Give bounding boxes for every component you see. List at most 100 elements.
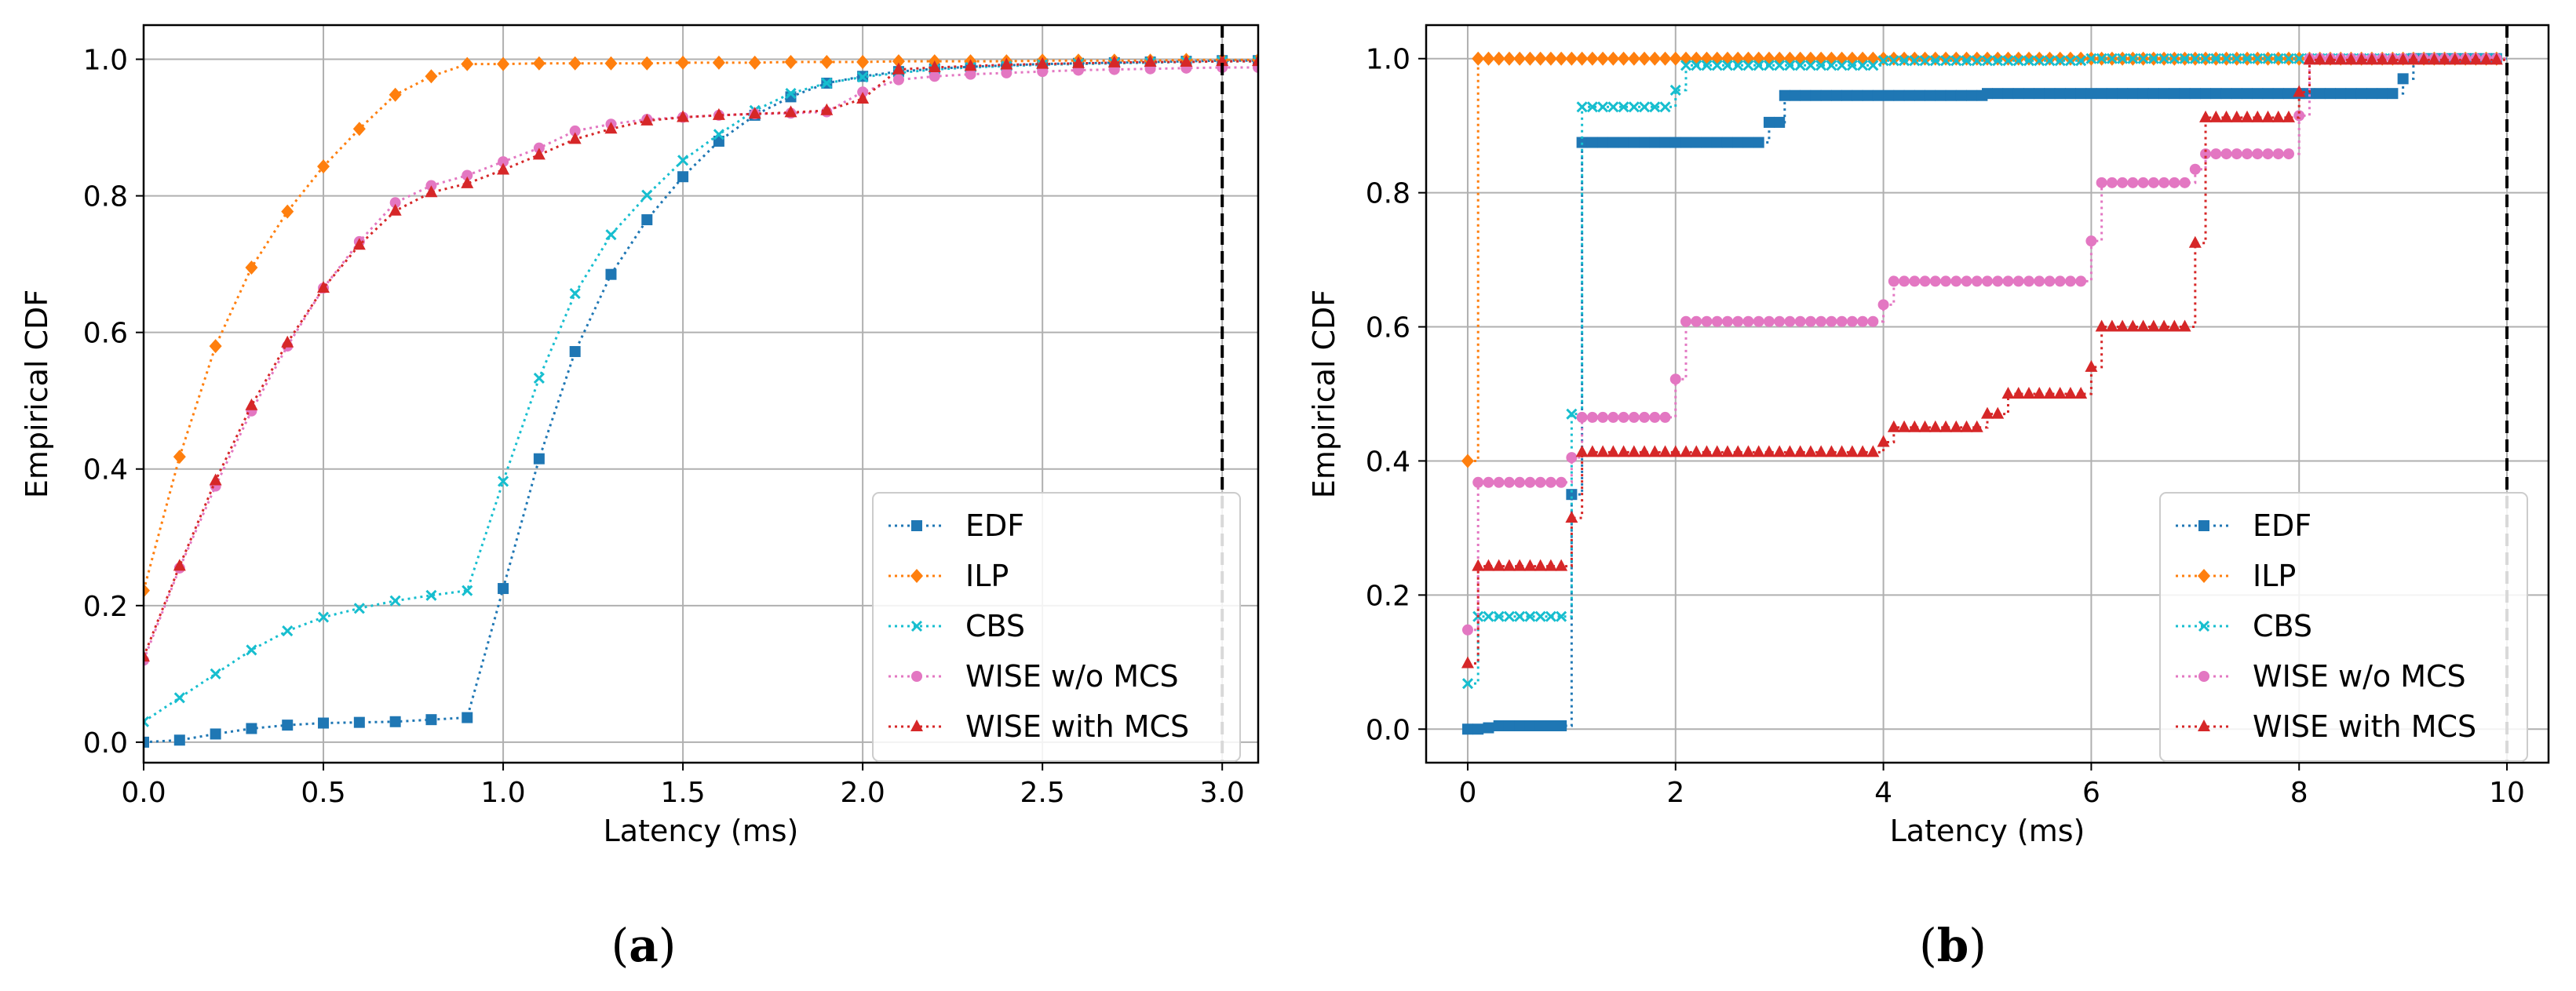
series-wise-with-mcs-point: [1835, 445, 1848, 457]
series-ilp-point: [1461, 454, 1474, 468]
legend-item-cbs-point: [910, 620, 923, 632]
series-wise-w-o-mcs-point: [1909, 275, 1921, 287]
series-wise-w-o-mcs-point: [2158, 177, 2170, 188]
series-ilp-point: [1534, 51, 1547, 66]
legend-item-wise-with-mcs-label: WISE with MCS: [965, 709, 1189, 744]
series-cbs-point: [1950, 55, 1962, 67]
series-wise-with-mcs-point: [1555, 559, 1568, 571]
series-wise-w-o-mcs-point: [1711, 315, 1723, 327]
series-wise-w-o-mcs-point: [929, 71, 940, 82]
series-wise-w-o-mcs-point: [1669, 373, 1681, 385]
series-cbs-point: [2199, 53, 2212, 64]
series-ilp-point: [281, 204, 294, 219]
series-cbs-point: [1628, 101, 1640, 113]
x-tick-label: 3.0: [1200, 777, 1245, 809]
series-wise-with-mcs-point: [2365, 53, 2378, 65]
series-edf-point: [1862, 89, 1874, 101]
series-wise-w-o-mcs-point: [2169, 177, 2180, 188]
y-tick-label: 0.6: [1366, 312, 1410, 344]
series-wise-with-mcs-point: [281, 335, 294, 348]
series-edf-point: [533, 453, 545, 465]
series-cbs-point: [2179, 53, 2191, 64]
series-edf-point: [2002, 88, 2014, 100]
series-cbs-point: [1732, 60, 1744, 71]
legend-item-edf-point: [911, 520, 922, 531]
series-cbs-point: [713, 129, 724, 140]
legend-item-cbs: CBS: [888, 609, 1025, 643]
series-wise-w-o-mcs-point: [2034, 275, 2045, 287]
series-edf-point: [1820, 89, 1832, 101]
series-edf-point: [2127, 88, 2139, 100]
x-tick-label: 10: [2489, 777, 2525, 809]
series-cbs-point: [1483, 610, 1494, 622]
series-wise-with-mcs-point: [1648, 445, 1662, 457]
series-wise-with-mcs-point: [1596, 445, 1610, 457]
legend-item-ilp: ILP: [888, 559, 1009, 593]
series-edf-point: [1935, 89, 1947, 101]
series-cbs-point: [857, 71, 869, 83]
legend-item-ilp-label: ILP: [965, 559, 1009, 593]
series-cbs-point: [2106, 53, 2118, 64]
legend-item-ilp-point: [2198, 569, 2210, 583]
series-edf-point: [2012, 88, 2024, 100]
series-edf-point: [2324, 88, 2336, 100]
legend-item-wise-w-o-mcs-point: [2198, 671, 2209, 682]
series-wise-w-o-mcs-point: [2054, 275, 2066, 287]
series-wise-w-o-mcs-point: [1961, 275, 1972, 287]
series-wise-w-o-mcs-point: [2075, 275, 2087, 287]
series-edf-point: [144, 736, 149, 748]
series-wise-with-mcs-point: [1071, 56, 1085, 68]
x-tick-label: 4: [1874, 777, 1892, 809]
series-edf-point: [605, 268, 617, 280]
series-edf-point: [1639, 137, 1651, 148]
series-wise-with-mcs-point: [1544, 559, 1557, 571]
series-wise-with-mcs-point: [1492, 559, 1505, 571]
series-wise-with-mcs-point: [425, 185, 438, 198]
series-wise-w-o-mcs-point: [1721, 315, 1733, 327]
series-edf-point: [1659, 137, 1671, 148]
series-wise-with-mcs-point: [2417, 53, 2431, 65]
series-cbs-point: [677, 155, 689, 166]
series-wise-w-o-mcs-point: [2242, 148, 2253, 160]
series-wise-with-mcs-point: [1720, 445, 1734, 457]
series-wise-w-o-mcs-point: [2002, 275, 2014, 287]
series-wise-with-mcs-point: [1658, 445, 1672, 457]
series-wise-w-o-mcs-point: [2272, 148, 2284, 160]
series-wise-w-o-mcs-point: [1794, 315, 1806, 327]
series-edf-point: [2064, 88, 2076, 100]
y-tick-label: 0.2: [83, 591, 128, 623]
series-edf-point: [282, 720, 294, 731]
series-wise-with-mcs-point: [2438, 53, 2451, 65]
series-cbs-point: [1794, 60, 1806, 71]
series-edf-point: [1779, 89, 1790, 101]
series-cbs-point: [1721, 60, 1734, 71]
series-cbs-point: [173, 692, 185, 704]
series-edf-point: [1701, 137, 1713, 148]
x-tick-label: 1.5: [660, 777, 705, 809]
series-wise-with-mcs-point: [1898, 420, 1911, 432]
series-wise-with-mcs-point: [1877, 435, 1890, 447]
series-wise-w-o-mcs-point: [1472, 476, 1484, 488]
series-edf-point: [2231, 88, 2242, 100]
series-wise-with-mcs-point: [1752, 445, 1765, 457]
series-cbs-point: [2210, 53, 2222, 64]
series-wise-with-mcs-point: [1252, 54, 1258, 67]
series-edf-point: [2335, 88, 2347, 100]
y-tick-label: 0.4: [83, 454, 128, 486]
series-ilp-point: [497, 56, 510, 71]
series-wise-with-mcs-point: [1710, 445, 1724, 457]
series-cbs-point: [1846, 60, 1858, 71]
series-wise-with-mcs-point: [1461, 656, 1474, 669]
series-ilp-point: [1502, 51, 1516, 66]
series-ilp-point: [1513, 51, 1527, 66]
series-wise-w-o-mcs-point: [892, 74, 904, 86]
series-wise-w-o-mcs-point: [1649, 411, 1661, 423]
series-wise-w-o-mcs-point: [1732, 315, 1744, 327]
x-tick-label: 0: [1459, 777, 1477, 809]
series-wise-with-mcs-point: [2406, 53, 2420, 65]
series-edf-point: [1556, 720, 1567, 731]
series-wise-with-mcs-point: [2313, 53, 2326, 65]
series-cbs-point: [2034, 55, 2045, 67]
y-tick-label: 1.0: [1366, 44, 1410, 76]
series-wise-with-mcs-point: [604, 122, 618, 134]
